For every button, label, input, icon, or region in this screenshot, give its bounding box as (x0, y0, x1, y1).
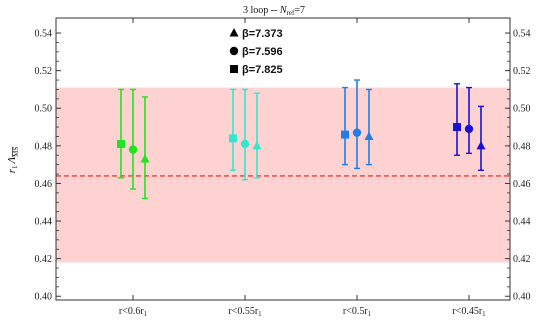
y-tick-label-right: 0.42 (513, 254, 531, 265)
data-point (464, 86, 474, 155)
marker-square (229, 134, 237, 143)
y-tick-label-right: 0.48 (513, 141, 531, 152)
data-point (341, 86, 349, 166)
legend-label: β=7.596 (242, 46, 283, 58)
marker-circle (240, 139, 250, 149)
y-tick-label-right: 0.50 (513, 104, 531, 115)
data-point (240, 88, 250, 181)
marker-square (341, 130, 349, 139)
x-tick-label: r<0.6r1 (119, 306, 148, 318)
data-point (229, 88, 237, 171)
marker-triangle (140, 154, 150, 163)
marker-circle (352, 128, 362, 137)
y-tick-label-right: 0.52 (513, 66, 531, 77)
chart-title: 3 loop -- Nref=7 (243, 5, 305, 17)
data-point (140, 96, 150, 200)
y-tick-label-left: 0.48 (35, 141, 53, 152)
marker-square (453, 123, 461, 132)
x-tick-label: r<0.45r1 (452, 306, 486, 318)
y-tick-label-left: 0.50 (35, 104, 53, 115)
data-point (117, 88, 125, 179)
y-tick-label-right: 0.44 (513, 217, 531, 228)
marker-square (117, 139, 125, 148)
data-point (252, 92, 262, 179)
y-tick-label-right: 0.46 (513, 179, 531, 190)
legend-label: β=7.373 (242, 28, 283, 40)
y-tick-label-right: 0.40 (513, 292, 531, 303)
y-tick-label-right: 0.54 (513, 29, 531, 40)
legend: β=7.373 β=7.596 β=7.825 (229, 28, 283, 76)
data-point (128, 88, 138, 190)
marker-triangle (364, 131, 374, 140)
marker-circle (128, 145, 138, 154)
data-point (352, 79, 362, 170)
legend-entry: β=7.825 (230, 64, 283, 76)
uncertainty-band (56, 87, 510, 263)
data-point (476, 105, 486, 171)
y-tick-label-left: 0.44 (35, 217, 53, 228)
x-tick-labels: r<0.6r1 r<0.55r1 r<0.5r1 r<0.45r1 (119, 306, 486, 318)
y-axis-label: r1ΛMS (6, 147, 20, 174)
y-tick-label-left: 0.46 (35, 179, 53, 190)
y-tick-label-left: 0.40 (35, 292, 53, 303)
legend-label: β=7.825 (242, 64, 283, 76)
legend-entry: β=7.373 (229, 28, 283, 40)
x-tick-label: r<0.55r1 (228, 306, 262, 318)
marker-triangle (476, 140, 486, 150)
legend-entry: β=7.596 (229, 46, 283, 58)
marker-triangle (252, 140, 262, 150)
marker-circle (229, 46, 239, 56)
data-point (364, 88, 374, 166)
x-tick-label: r<0.5r1 (343, 306, 372, 318)
axis-layer: 0.40 0.40 0.42 0.42 0.44 0.44 0.46 0.46 0.48 0.48… (35, 17, 531, 303)
marker-square (230, 65, 238, 73)
marker-circle (464, 124, 474, 134)
marker-triangle (229, 28, 239, 37)
y-tick-label-left: 0.42 (35, 254, 53, 265)
marks-layer (117, 79, 486, 200)
y-tick-label-left: 0.52 (35, 66, 53, 77)
y-tick-label-left: 0.54 (35, 29, 53, 40)
plot-frame (55, 17, 511, 301)
plot-layer (56, 87, 510, 263)
data-point (453, 83, 461, 156)
